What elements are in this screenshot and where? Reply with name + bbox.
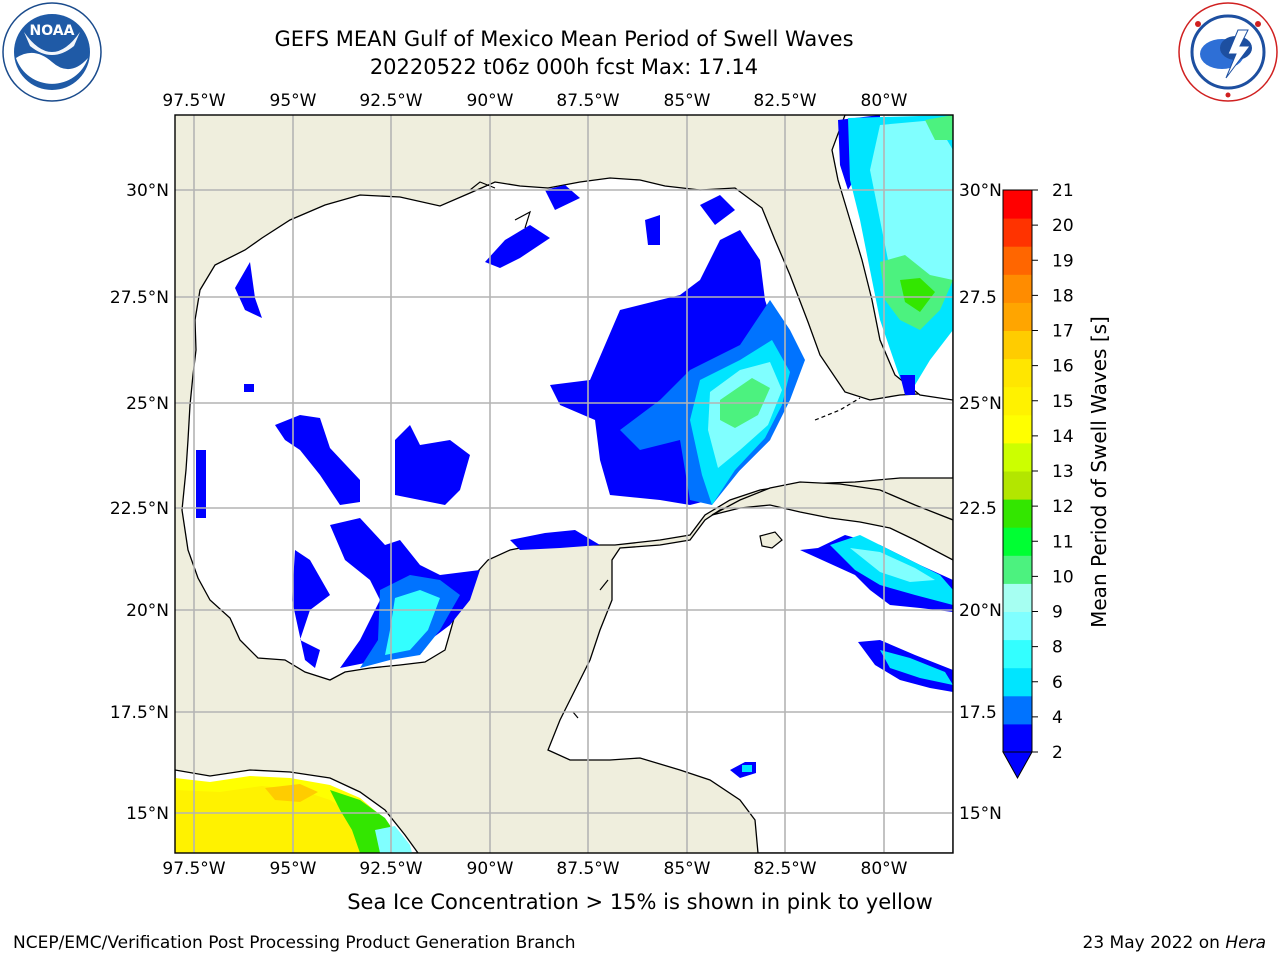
lat-label: 25°N	[959, 394, 1002, 414]
lon-label: 92.5°W	[359, 91, 422, 111]
lat-label: 22.5	[959, 499, 997, 519]
lon-label: 85°W	[664, 91, 711, 111]
colorbar-tick-label: 16	[1052, 357, 1074, 377]
sea-ice-note: Sea Ice Concentration > 15% is shown in …	[347, 890, 933, 914]
colorbar-tick-label: 17	[1052, 322, 1074, 342]
lon-label: 85°W	[664, 859, 711, 879]
colorbar-band	[1003, 583, 1032, 612]
lat-label: 20°N	[126, 601, 169, 621]
colorbar-tick-label: 6	[1052, 673, 1063, 693]
date-stamp: 23 May 2022 on Hera	[1083, 933, 1267, 953]
colorbar-tick-label: 2	[1052, 743, 1063, 763]
graticule	[175, 115, 953, 853]
lon-label: 80°W	[861, 859, 908, 879]
lat-label: 17.5°N	[110, 703, 169, 723]
colorbar-tick-label: 12	[1052, 497, 1074, 517]
lon-label: 90°W	[467, 859, 514, 879]
lon-labels-top: 97.5°W 95°W 92.5°W 90°W 87.5°W 85°W 82.5…	[162, 91, 907, 111]
lat-label: 17.5	[959, 703, 997, 723]
colorbar-band	[1003, 330, 1032, 360]
colorbar-band	[1003, 302, 1032, 331]
cuba	[711, 481, 953, 561]
nws-logo-icon	[1178, 2, 1278, 102]
colorbar-band	[1003, 442, 1032, 472]
colorbar-band	[1003, 274, 1032, 303]
colorbar-extend-arrow	[1002, 751, 1033, 780]
colorbar-band	[1003, 611, 1032, 641]
date-text: 23 May 2022 on	[1082, 933, 1220, 953]
lat-label: 30°N	[126, 181, 169, 201]
colorbar: 21 20 19 18 17 16 15 14 13 12 11 10 9 8 6 4 2 Mean Perio…	[1002, 181, 1111, 780]
host-name: Hera	[1225, 933, 1266, 953]
map-subtitle: 20220522 t06z 000h fcst Max: 17.14	[369, 55, 759, 79]
colorbar-band	[1003, 639, 1032, 669]
lat-label: 25°N	[126, 394, 169, 414]
lon-label: 92.5°W	[359, 859, 422, 879]
lat-label: 15°N	[126, 804, 169, 824]
lon-label: 80°W	[861, 91, 908, 111]
colorbar-band	[1003, 246, 1032, 275]
colorbar-tick-label: 21	[1052, 181, 1074, 201]
colorbar-tick-label: 11	[1052, 532, 1074, 552]
colorbar-tick-label: 19	[1052, 251, 1074, 271]
map-title: GEFS MEAN Gulf of Mexico Mean Period of …	[274, 27, 854, 51]
credit-text: NCEP/EMC/Verification Post Processing Pr…	[13, 933, 576, 953]
colorbar-tick-label: 13	[1052, 462, 1074, 482]
lon-label: 95°W	[270, 91, 317, 111]
colorbar-label: Mean Period of Swell Waves [s]	[1087, 316, 1111, 628]
noaa-logo-icon: NOAA	[2, 2, 102, 102]
lat-labels-right: 30°N 27.5 25°N 22.5 20°N 17.5 15°N	[959, 181, 1002, 824]
colorbar-band	[1003, 414, 1032, 444]
colorbar-band	[1003, 471, 1032, 500]
lat-label: 20°N	[959, 601, 1002, 621]
colorbar-band	[1003, 723, 1032, 753]
lat-label: 15°N	[959, 804, 1002, 824]
colorbar-tick-label: 8	[1052, 638, 1063, 658]
colorbar-tick-label: 18	[1052, 286, 1074, 306]
colorbar-band	[1003, 695, 1032, 725]
lat-label: 27.5	[959, 288, 997, 308]
colorbar-tick-label: 10	[1052, 567, 1074, 587]
colorbar-band	[1003, 218, 1032, 247]
colorbar-band	[1003, 386, 1032, 416]
map-frame	[174, 114, 954, 854]
lon-label: 97.5°W	[162, 859, 225, 879]
lon-label: 87.5°W	[556, 91, 619, 111]
colorbar-band	[1003, 499, 1032, 528]
lon-label: 90°W	[467, 91, 514, 111]
colorbar-tick-label: 9	[1052, 603, 1063, 623]
lat-label: 30°N	[959, 181, 1002, 201]
lon-label: 95°W	[270, 859, 317, 879]
colorbar-tick-label: 4	[1052, 708, 1063, 728]
noaa-logo-text: NOAA	[30, 23, 75, 39]
lon-label: 87.5°W	[556, 859, 619, 879]
colorbar-band	[1003, 190, 1032, 219]
colorbar-tick-label: 14	[1052, 427, 1074, 447]
lon-label: 82.5°W	[753, 91, 816, 111]
colorbar-band	[1003, 667, 1032, 697]
colorbar-tick-label: 20	[1052, 216, 1074, 236]
colorbar-band	[1003, 555, 1032, 584]
colorbar-band	[1003, 527, 1032, 556]
lat-label: 27.5°N	[110, 288, 169, 308]
colorbar-band	[1003, 358, 1032, 388]
lon-label: 82.5°W	[753, 859, 816, 879]
colorbar-tick-label: 15	[1052, 392, 1074, 412]
lon-label: 97.5°W	[162, 91, 225, 111]
lat-labels-left: 30°N 27.5°N 25°N 22.5°N 20°N 17.5°N 15°N	[110, 181, 169, 824]
lon-labels-bottom: 97.5°W 95°W 92.5°W 90°W 87.5°W 85°W 82.5…	[162, 859, 907, 879]
lat-label: 22.5°N	[110, 499, 169, 519]
